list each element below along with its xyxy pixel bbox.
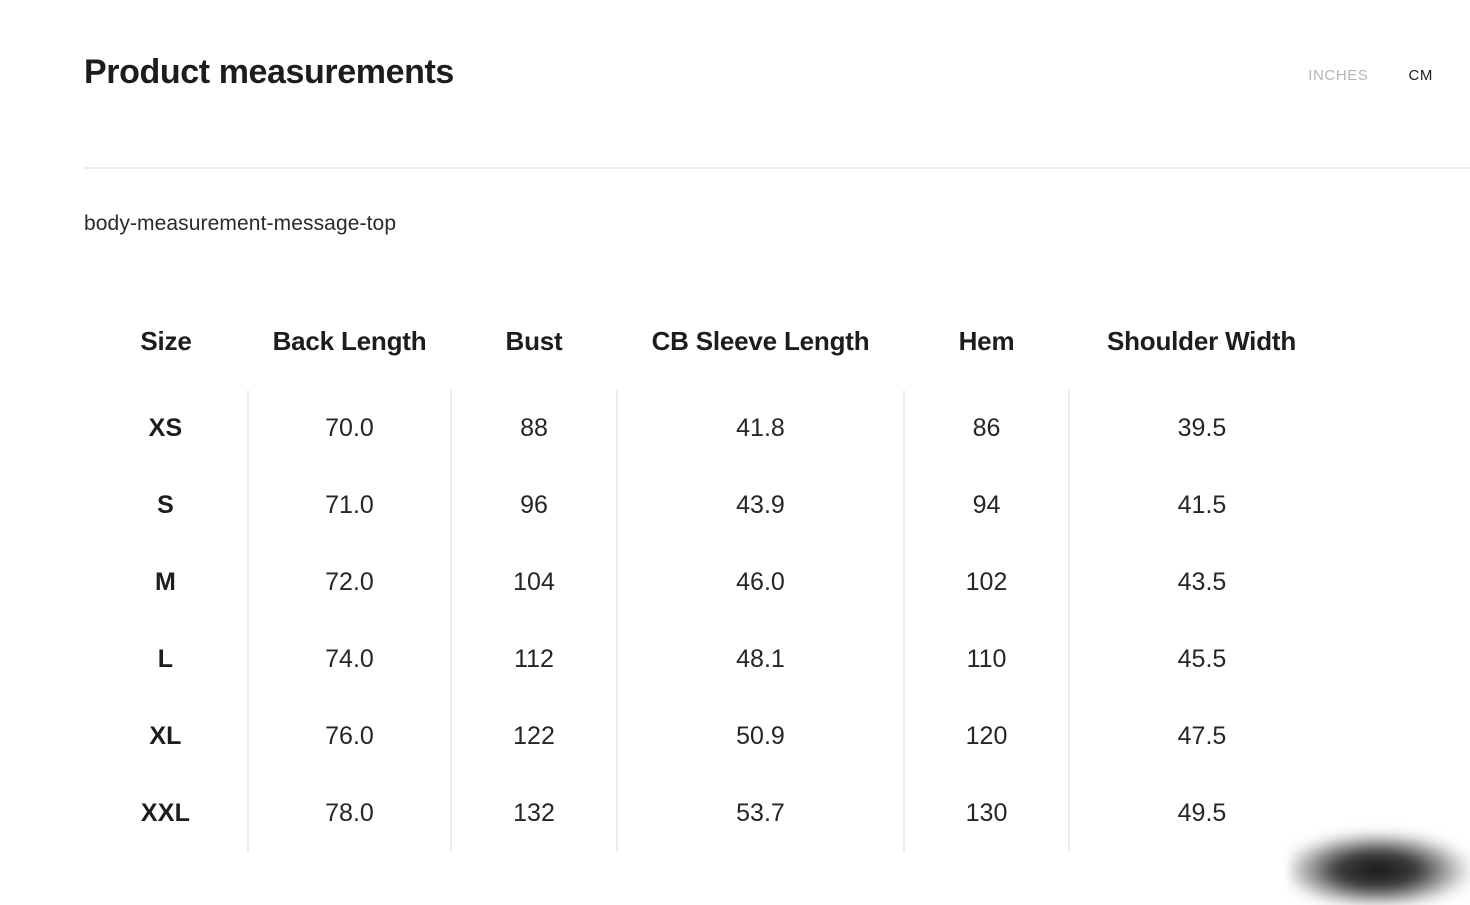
cell-back-length: 74.0 [247, 621, 451, 698]
cell-hem: 86 [903, 390, 1069, 467]
table-row: L 74.0 112 48.1 110 45.5 [84, 621, 1334, 698]
cell-cb-sleeve-length: 46.0 [616, 544, 904, 621]
cell-cb-sleeve-length: 43.9 [616, 467, 904, 544]
cell-back-length: 70.0 [247, 390, 451, 467]
cell-hem: 102 [903, 544, 1069, 621]
cell-size: L [157, 645, 174, 673]
table-row: XL 76.0 122 50.9 120 47.5 [84, 698, 1334, 775]
cell-hem: 110 [903, 621, 1069, 698]
column-header-cb-sleeve-length: CB Sleeve Length [651, 325, 870, 356]
column-header-shoulder-width: Shoulder Width [1106, 325, 1297, 356]
cell-back-length: 72.0 [247, 544, 451, 621]
cell-shoulder-width: 49.5 [1068, 775, 1334, 852]
page-header: Product measurements INCHES CM [84, 44, 1434, 102]
table-row: M 72.0 104 46.0 102 43.5 [84, 544, 1334, 621]
cell-bust: 132 [450, 775, 617, 852]
cell-cb-sleeve-length: 48.1 [616, 621, 904, 698]
cell-shoulder-width: 43.5 [1068, 544, 1334, 621]
cell-hem: 120 [903, 698, 1069, 775]
table-row: XXL 78.0 132 53.7 130 49.5 [84, 775, 1334, 852]
cell-shoulder-width: 41.5 [1068, 467, 1334, 544]
table-body: XS 70.0 88 41.8 86 39.5 S 71.0 96 43.9 9… [84, 390, 1334, 852]
body-measurement-message: body-measurement-message-top [84, 212, 397, 235]
column-header-bust: Bust [505, 325, 563, 356]
measurements-table: Size Back Length Bust CB Sleeve Length H… [84, 310, 1334, 852]
cell-bust: 96 [450, 467, 617, 544]
cell-bust: 112 [450, 621, 617, 698]
measurements-table-container: Size Back Length Bust CB Sleeve Length H… [84, 310, 1470, 852]
header-divider [84, 167, 1470, 169]
cell-hem: 94 [903, 467, 1069, 544]
column-header-hem: Hem [958, 325, 1015, 356]
cell-bust: 88 [450, 390, 617, 467]
page-title: Product measurements [84, 53, 454, 92]
cell-shoulder-width: 39.5 [1068, 390, 1334, 467]
cell-size: XXL [140, 799, 191, 827]
unit-option-cm[interactable]: CM [1408, 66, 1433, 84]
table-header-row: Size Back Length Bust CB Sleeve Length H… [84, 310, 1334, 390]
column-header-back-length: Back Length [272, 325, 427, 356]
cell-size: M [154, 568, 177, 596]
cell-back-length: 78.0 [247, 775, 451, 852]
cell-cb-sleeve-length: 50.9 [616, 698, 904, 775]
cell-size: XS [148, 414, 183, 442]
column-header-size: Size [140, 325, 192, 356]
cell-hem: 130 [903, 775, 1069, 852]
cell-shoulder-width: 47.5 [1068, 698, 1334, 775]
cell-shoulder-width: 45.5 [1068, 621, 1334, 698]
cell-cb-sleeve-length: 41.8 [616, 390, 904, 467]
table-row: S 71.0 96 43.9 94 41.5 [84, 467, 1334, 544]
cell-size: XL [149, 722, 182, 750]
product-measurements-page: Product measurements INCHES CM body-meas… [84, 44, 1470, 905]
cell-bust: 104 [450, 544, 617, 621]
cell-back-length: 71.0 [247, 467, 451, 544]
cell-bust: 122 [450, 698, 617, 775]
unit-toggle[interactable]: INCHES CM [1308, 63, 1433, 84]
unit-option-inches[interactable]: INCHES [1308, 66, 1369, 84]
cell-back-length: 76.0 [247, 698, 451, 775]
cell-cb-sleeve-length: 53.7 [616, 775, 904, 852]
table-header: Size Back Length Bust CB Sleeve Length H… [84, 310, 1334, 390]
table-row: XS 70.0 88 41.8 86 39.5 [84, 390, 1334, 467]
cell-size: S [157, 491, 174, 519]
